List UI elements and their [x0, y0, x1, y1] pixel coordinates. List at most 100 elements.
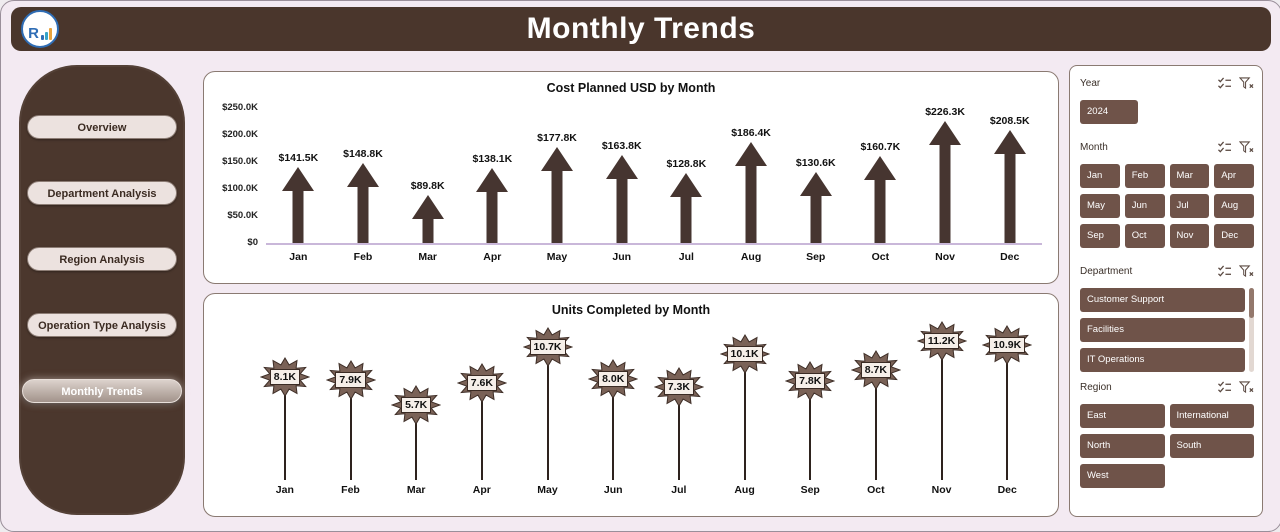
region-slicer-label: Region [1080, 381, 1112, 393]
clear-filter-icon[interactable] [1239, 264, 1254, 278]
sidebar-item-monthly-trends[interactable]: Monthly Trends [22, 379, 182, 403]
slicer-region-west[interactable]: West [1080, 464, 1165, 488]
badge-value-label: 11.2K [923, 333, 960, 349]
slicer-year-2024[interactable]: 2024 [1080, 100, 1138, 124]
slicer-month-sep[interactable]: Sep [1080, 224, 1120, 248]
badge-value-label: 7.3K [663, 379, 694, 395]
bar-column-jul: $128.8K [654, 158, 719, 243]
bar-column-oct: $160.7K [848, 141, 913, 243]
slicer-region-international[interactable]: International [1169, 404, 1254, 428]
sidebar-item-department-analysis[interactable]: Department Analysis [27, 181, 177, 205]
lollipop-jan: 8.1K [252, 328, 318, 480]
lollipop-stick [349, 380, 352, 480]
month-slicer: Month Jan Feb Mar Apr May Jun Jul Aug Sep Oct Nov D… [1080, 138, 1254, 248]
slicer-month-apr[interactable]: Apr [1214, 164, 1254, 188]
bar-value-label: $138.1K [472, 153, 513, 165]
slicer-department-facilities[interactable]: Facilities [1080, 318, 1245, 342]
bar-arrow-icon [864, 156, 897, 243]
multi-select-icon[interactable] [1217, 77, 1232, 90]
slicer-department-customer-support[interactable]: Customer Support [1080, 288, 1245, 312]
month-axis-label: Mar [406, 484, 426, 496]
multi-select-icon[interactable] [1217, 265, 1232, 278]
slicer-month-jan[interactable]: Jan [1080, 164, 1120, 188]
department-slicer-label: Department [1080, 265, 1133, 277]
sidebar-item-overview[interactable]: Overview [27, 115, 177, 139]
month-slicer-label: Month [1080, 141, 1108, 153]
slicer-region-north[interactable]: North [1080, 434, 1165, 458]
bar-column-mar: $89.8K [395, 180, 460, 243]
sidebar-item-operation-type-analysis[interactable]: Operation Type Analysis [27, 313, 177, 337]
lollipop-mar: 5.7K [383, 328, 449, 480]
month-axis-label: Aug [734, 484, 755, 496]
slicer-month-nov[interactable]: Nov [1169, 224, 1210, 248]
clear-filter-icon[interactable] [1239, 76, 1254, 90]
month-axis-label: May [546, 251, 568, 263]
bar-value-label: $186.4K [731, 127, 771, 139]
region-slicer: Region East International North South West [1080, 378, 1254, 488]
burst-badge: 8.1K [259, 357, 310, 397]
month-axis-label: Sep [806, 251, 826, 263]
slicer-month-jun[interactable]: Jun [1124, 194, 1165, 218]
bar-column-dec: $208.5K [977, 115, 1042, 243]
lollipop-aug: 10.1K [712, 328, 778, 480]
slicer-month-may[interactable]: May [1080, 194, 1120, 218]
clear-filter-icon[interactable] [1239, 140, 1254, 154]
y-axis: $250.0K $200.0K $150.0K $100.0K $50.0K $0 [210, 102, 262, 248]
month-axis-label: Dec [1000, 251, 1020, 263]
bar-value-label: $226.3K [925, 106, 965, 118]
chart-title: Cost Planned USD by Month [546, 81, 716, 95]
burst-badge: 11.2K [916, 321, 967, 361]
bar-arrow-icon [929, 121, 962, 243]
bar-value-label: $128.8K [666, 158, 707, 170]
slicer-department-it-operations[interactable]: IT Operations [1080, 348, 1245, 372]
slicer-month-jul[interactable]: Jul [1169, 194, 1210, 218]
slicer-month-aug[interactable]: Aug [1214, 194, 1254, 218]
month-axis-label: Oct [871, 251, 890, 263]
page-title: Monthly Trends [526, 12, 756, 45]
x-axis: Jan Feb Mar Apr May Jun Jul Aug Sep Oct Nov Dec [266, 251, 1042, 263]
month-axis-label: Dec [997, 484, 1017, 496]
slicer-month-oct[interactable]: Oct [1124, 224, 1165, 248]
lollipop-apr: 7.6K [449, 328, 515, 480]
burst-badge: 10.1K [719, 334, 770, 374]
lollipop-feb: 7.9K [318, 328, 384, 480]
lollipop-stick [743, 354, 746, 480]
month-axis-label: Jan [275, 484, 294, 496]
badge-value-label: 7.9K [335, 372, 366, 388]
bar-value-label: $148.8K [343, 148, 383, 160]
lollipop-nov: 11.2K [909, 321, 975, 480]
scrollbar-thumb[interactable] [1249, 288, 1254, 319]
month-axis-label: Feb [341, 484, 360, 496]
department-slicer-header: Department [1080, 262, 1254, 280]
burst-badge: 7.8K [785, 361, 836, 401]
multi-select-icon[interactable] [1217, 381, 1232, 394]
lollipop-oct: 8.7K [843, 328, 909, 480]
department-scrollbar[interactable] [1249, 288, 1254, 372]
month-axis-label: Aug [740, 251, 762, 263]
multi-select-icon[interactable] [1217, 141, 1232, 154]
bar-arrow-icon [411, 195, 444, 243]
lollipop-stick [940, 341, 943, 480]
sidebar-item-region-analysis[interactable]: Region Analysis [27, 247, 177, 271]
lollipop-stick [480, 383, 483, 480]
slicer-month-mar[interactable]: Mar [1169, 164, 1210, 188]
bar-value-label: $160.7K [860, 141, 901, 153]
bar-value-label: $89.8K [410, 180, 445, 192]
slicer-month-feb[interactable]: Feb [1124, 164, 1165, 188]
slicer-region-south[interactable]: South [1169, 434, 1254, 458]
bar-column-aug: $186.4K [719, 127, 784, 243]
bar-chart-plot-area: $141.5K $148.8K $89.8K $138.1K $177.8K $163.8… [266, 106, 1042, 245]
slicer-region-east[interactable]: East [1080, 404, 1165, 428]
bar-arrow-icon [799, 172, 832, 243]
burst-badge: 10.7K [522, 327, 573, 367]
burst-badge: 8.7K [850, 350, 901, 390]
bar-column-nov: $226.3K [913, 106, 978, 243]
chart-title: Units Completed by Month [551, 303, 711, 317]
bar-arrow-icon [605, 155, 638, 243]
lollipop-jul: 7.3K [646, 328, 712, 480]
bar-value-label: $177.8K [537, 132, 577, 144]
clear-filter-icon[interactable] [1239, 380, 1254, 394]
slicer-month-dec[interactable]: Dec [1214, 224, 1254, 248]
month-axis-label: Jul [678, 251, 694, 263]
y-axis-tick-label: $50.0K [227, 210, 258, 221]
